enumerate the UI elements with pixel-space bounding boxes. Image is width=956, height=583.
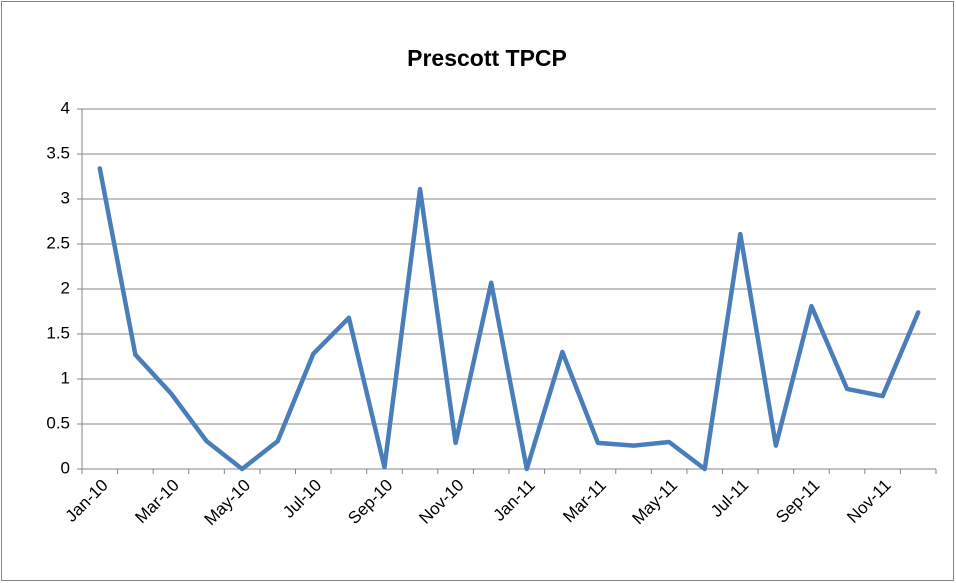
y-tick-label: 1 xyxy=(61,368,70,387)
y-tick-label: 0 xyxy=(61,458,70,477)
y-tick-label: 1.5 xyxy=(46,323,70,342)
y-tick-label: 0.5 xyxy=(46,413,70,432)
y-tick-label: 3 xyxy=(61,188,70,207)
chart-title: Prescott TPCP xyxy=(407,45,567,71)
y-tick-label: 4 xyxy=(61,98,70,117)
data-line xyxy=(97,166,921,472)
y-tick-label: 2 xyxy=(61,278,70,297)
y-tick-label: 3.5 xyxy=(46,143,70,162)
y-tick-label: 2.5 xyxy=(46,233,70,252)
